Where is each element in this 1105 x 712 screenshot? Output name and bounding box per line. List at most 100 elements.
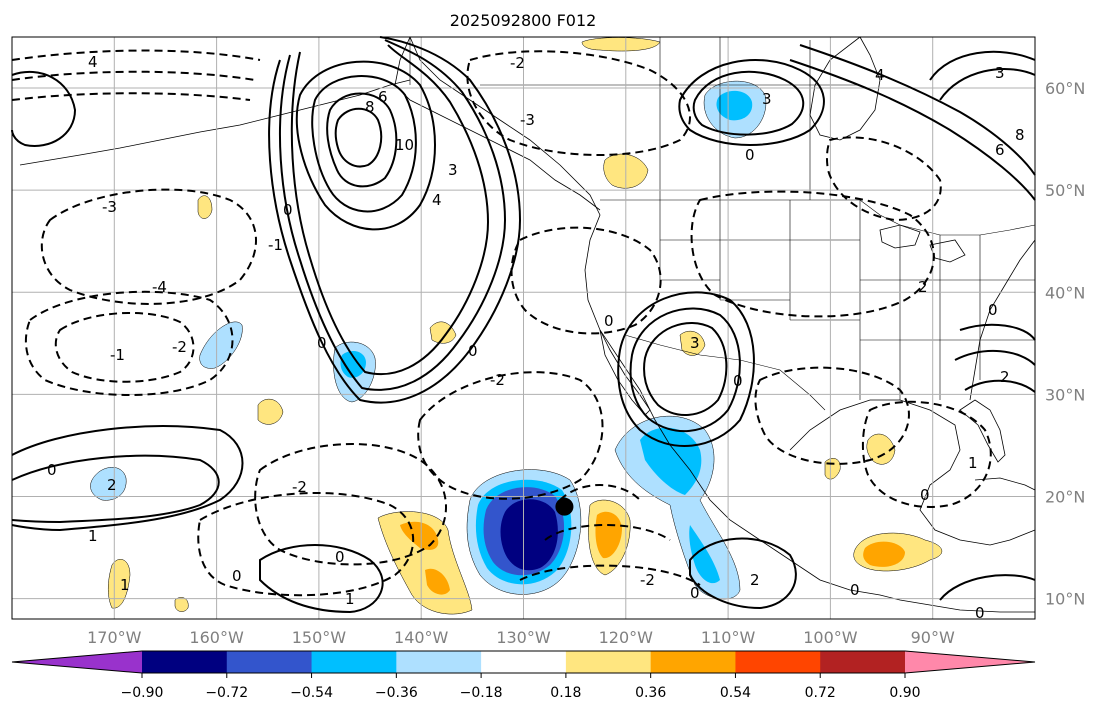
negative-contours (11, 49, 992, 597)
colorbar-tick-label: −0.36 (375, 685, 418, 701)
colorbar-tick-label: 0.90 (889, 685, 920, 701)
contour-ridge-east-3 (290, 44, 490, 376)
state-lines (659, 200, 1035, 400)
contour-label: -1 (268, 236, 283, 254)
small-positive-5 (108, 559, 131, 609)
contour-west-high-1 (11, 425, 244, 532)
small-positive-10 (174, 597, 189, 612)
contour-label: 6 (995, 141, 1005, 159)
small-positive-6 (257, 398, 284, 425)
contour-label: 0 (604, 312, 614, 330)
contour-label: 3 (448, 161, 458, 179)
hudson-bay (809, 36, 881, 141)
contour-label: 0 (850, 581, 860, 599)
small-positive-4 (866, 433, 896, 465)
contour-label: 0 (733, 372, 743, 390)
dashed-contour-nw-1 (11, 49, 261, 101)
contour-label: 0 (468, 342, 478, 360)
contour-label: 0 (690, 584, 700, 602)
dashed-contour-ne-2 (825, 136, 942, 222)
map-panel: 4 -3 -4 -2 -1 0 2 1 1 0 1 -2 0 6 8 10 4 … (11, 36, 1036, 622)
contour-se-1 (954, 323, 1036, 393)
longitude-label: 170°W (87, 628, 142, 647)
contour-label: 1 (88, 527, 98, 545)
longitude-labels: 170°W 160°W 150°W 140°W 130°W 120°W 110°W 100°W… (87, 628, 955, 647)
anomaly-shading (90, 37, 942, 615)
latitude-labels: 10°N 20°N 30°N 40°N 50°N 60°N (1045, 79, 1085, 609)
longitude-label: 140°W (394, 628, 449, 647)
dashed-contour-east-1 (510, 226, 662, 335)
colorbar-tick-label: −0.90 (121, 685, 164, 701)
contour-high-gulf-alaska-2 (311, 75, 417, 213)
colorbar-tick-label: 0.72 (805, 685, 836, 701)
dashed-contour-gulf (861, 400, 992, 508)
dashed-contour-pacific-3 (54, 311, 195, 383)
contour-label: -2 (172, 338, 187, 356)
longitude-label: 150°W (292, 628, 347, 647)
colorbar-tick-labels: −0.90 −0.72 −0.54 −0.36 −0.18 0.18 0.36 0.54 0.7… (121, 673, 921, 701)
latitude-label: 40°N (1045, 283, 1085, 302)
colorbar-tick-label: 0.36 (635, 685, 666, 701)
dashed-contour-pacific-2 (24, 290, 234, 396)
contour-west-high-2 (11, 454, 220, 524)
colorbar-segment (650, 651, 736, 673)
florida-peninsula (959, 399, 1006, 463)
contour-label: 0 (317, 334, 327, 352)
colorbar-extend-max (905, 651, 1035, 673)
contour-label: 1 (968, 454, 978, 472)
contour-label: 3 (690, 334, 700, 352)
alaska-negative-core (716, 90, 753, 121)
contour-label: 0 (47, 461, 57, 479)
contour-label: -2 (640, 571, 655, 589)
colorbar-tick-label: 0.54 (720, 685, 751, 701)
longitude-label: 120°W (599, 628, 654, 647)
colorbar: −0.90 −0.72 −0.54 −0.36 −0.18 0.18 0.36 0.54 0.7… (11, 650, 1036, 701)
contour-label: 4 (88, 53, 98, 71)
canada-provinces (480, 37, 860, 200)
contour-label: -3 (102, 198, 117, 216)
colorbar-tick-label: 0.18 (550, 685, 581, 701)
contour-low-mexico-3 (643, 322, 728, 417)
cuba (974, 477, 1036, 491)
gulf-of-mexico-coast (789, 399, 1036, 546)
mexico-negative-core (640, 427, 720, 584)
longitude-label: 110°W (701, 628, 756, 647)
colorbar-segment (142, 651, 228, 673)
contour-ridge-east-1 (268, 36, 522, 404)
colorbar-segments (11, 650, 1036, 674)
contour-label: 1 (345, 590, 355, 608)
colorbar-tick-label: −0.72 (205, 685, 248, 701)
contour-label: 0 (920, 486, 930, 504)
coastlines (19, 36, 1036, 613)
colorbar-segment (565, 651, 652, 673)
longitude-label: 130°W (496, 628, 551, 647)
contour-ne-2 (692, 70, 805, 136)
contour-label: 0 (283, 201, 293, 219)
contour-label: 2 (750, 571, 760, 589)
contour-low-mexico-2 (629, 307, 741, 433)
contour-label: 6 (378, 88, 388, 106)
contour-label: 1 (120, 576, 130, 594)
dashed-contour-east-3 (754, 366, 910, 465)
contour-label: 0 (988, 301, 998, 319)
contour-label: 3 (762, 90, 772, 108)
dashed-contour-central-2 (254, 442, 447, 566)
contour-label: 4 (875, 66, 885, 84)
contour-label: 2 (918, 278, 928, 296)
contour-label: 3 (995, 64, 1005, 82)
contour-south-2 (689, 537, 797, 610)
contour-label: -2 (292, 478, 307, 496)
figure-title: 2025092800 F012 (450, 11, 597, 30)
small-positive-8 (197, 195, 213, 219)
dashed-contour-south-1 (519, 484, 701, 586)
small-positive-3 (429, 321, 457, 344)
contour-label: 2 (107, 476, 117, 494)
colorbar-segment (311, 651, 397, 673)
small-positive-2 (581, 37, 661, 52)
latitude-label: 60°N (1045, 79, 1085, 98)
contour-label: 2 (1000, 368, 1010, 386)
contour-high-gulf-alaska-4 (334, 107, 383, 168)
alaska-coast (394, 36, 601, 211)
contour-label: -3 (520, 111, 535, 129)
